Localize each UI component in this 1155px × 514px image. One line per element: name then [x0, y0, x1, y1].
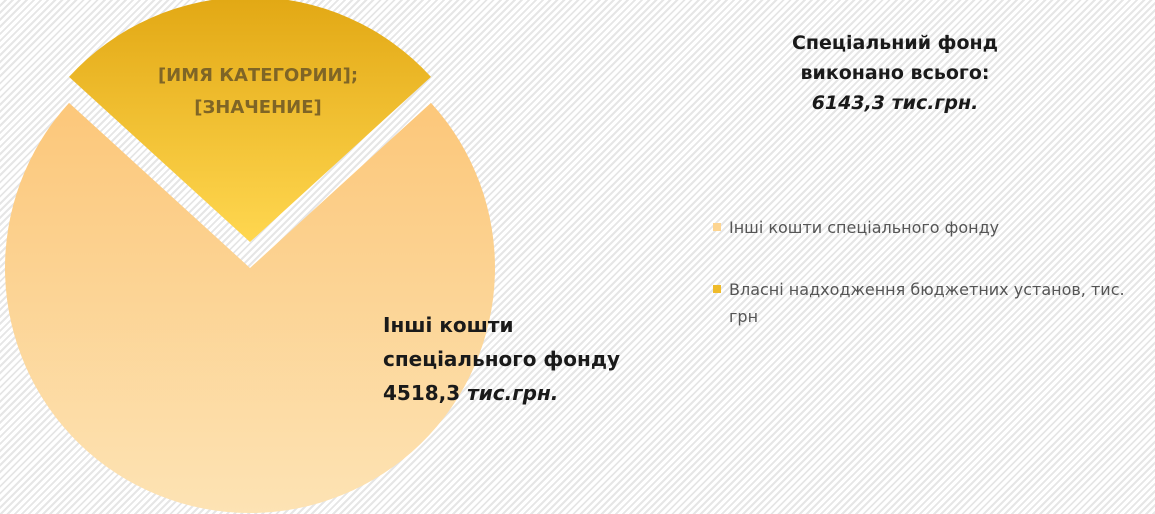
legend-label: Інші кошти спеціального фонду — [729, 218, 1000, 237]
legend-item: Власні надходження бюджетних установ, ти… — [713, 276, 1153, 330]
data-label-unit: тис.грн. — [467, 381, 559, 405]
data-label-category: Інші кошти спеціального фонду — [383, 313, 621, 371]
pie-slice — [5, 102, 495, 513]
legend-swatch — [713, 223, 721, 231]
chart-subtitle: 6143,3 тис.грн. — [811, 92, 979, 114]
legend-swatch — [713, 285, 721, 293]
chart-title: Спеціальний фонд виконано всього: — [791, 32, 999, 84]
placeholder-label: [ИМЯ КАТЕГОРИИ]; [ЗНАЧЕНИЕ] — [157, 65, 359, 118]
legend-item: Інші кошти спеціального фонду — [713, 214, 1153, 241]
pie-slice — [69, 0, 431, 242]
legend-label: Власні надходження бюджетних установ, ти… — [729, 280, 1125, 326]
data-label: Інші кошти спеціального фонду 4518,3 тис… — [383, 308, 673, 410]
title-block: Спеціальний фонд виконано всього: 6143,3… — [745, 28, 1045, 118]
legend: Інші кошти спеціального фонду Власні надх… — [713, 214, 1153, 365]
data-label-value: 4518,3 — [383, 381, 461, 405]
